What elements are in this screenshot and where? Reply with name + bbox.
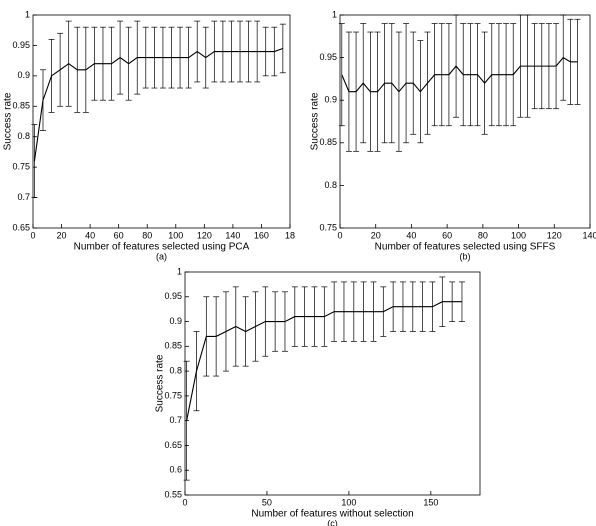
y-tick-label: 0.75 xyxy=(12,162,30,172)
y-axis-label: Success rate xyxy=(155,354,166,412)
x-tick-label: 80 xyxy=(142,230,152,240)
x-tick-label: 120 xyxy=(547,230,562,240)
y-tick-label: 0.95 xyxy=(12,40,30,50)
y-tick-label: 1 xyxy=(332,9,337,19)
plot-area xyxy=(184,271,481,496)
x-tick-label: 140 xyxy=(225,230,240,240)
plot-area xyxy=(339,14,591,229)
y-tick-label: 0.55 xyxy=(164,489,182,499)
caption: (b) xyxy=(460,251,471,261)
y-tick-label: 0.75 xyxy=(319,222,337,232)
y-tick-label: 0.75 xyxy=(164,390,182,400)
y-tick-label: 0.65 xyxy=(12,222,30,232)
x-axis-label: Number of features selected using PCA xyxy=(74,242,250,253)
y-tick-label: 0.7 xyxy=(169,415,182,425)
x-tick-label: 50 xyxy=(262,497,272,507)
x-tick-label: 20 xyxy=(57,230,67,240)
y-tick-label: 0.8 xyxy=(324,180,337,190)
mean-line xyxy=(341,56,578,93)
x-tick-label: 80 xyxy=(478,230,488,240)
y-tick-label: 0.85 xyxy=(319,137,337,147)
x-tick-label: 60 xyxy=(442,230,452,240)
y-tick-label: 1 xyxy=(177,266,182,276)
x-tick-label: 0 xyxy=(337,230,342,240)
y-axis-label: Success rate xyxy=(3,92,14,150)
y-tick-label: 0.65 xyxy=(164,440,182,450)
y-tick-label: 0.95 xyxy=(319,52,337,62)
x-tick-label: 60 xyxy=(114,230,124,240)
x-tick-label: 100 xyxy=(341,497,356,507)
x-tick-label: 0 xyxy=(182,497,187,507)
y-tick-label: 0.9 xyxy=(169,316,182,326)
x-tick-label: 18 xyxy=(285,230,295,240)
x-tick-label: 20 xyxy=(371,230,381,240)
x-tick-label: 40 xyxy=(85,230,95,240)
caption: (c) xyxy=(327,518,338,526)
y-tick-label: 0.9 xyxy=(324,95,337,105)
y-tick-label: 0.9 xyxy=(17,70,30,80)
x-tick-label: 100 xyxy=(511,230,526,240)
x-tick-label: 150 xyxy=(423,497,438,507)
x-tick-label: 0 xyxy=(30,230,35,240)
x-axis-label: Number of features without selection xyxy=(251,509,413,520)
mean-line xyxy=(33,47,284,162)
x-axis-label: Number of features selected using SFFS xyxy=(375,242,556,253)
y-tick-label: 0.8 xyxy=(169,365,182,375)
y-tick-label: 0.95 xyxy=(164,291,182,301)
caption: (a) xyxy=(156,251,167,261)
x-tick-label: 120 xyxy=(197,230,212,240)
y-tick-label: 0.85 xyxy=(12,101,30,111)
error-bar xyxy=(183,360,190,481)
plot-area xyxy=(32,14,291,229)
y-tick-label: 0.85 xyxy=(164,341,182,351)
y-tick-label: 1 xyxy=(25,9,30,19)
y-tick-label: 0.7 xyxy=(17,192,30,202)
x-tick-label: 160 xyxy=(254,230,269,240)
x-tick-label: 40 xyxy=(406,230,416,240)
mean-line xyxy=(186,301,462,421)
x-tick-label: 100 xyxy=(168,230,183,240)
y-tick-label: 0.6 xyxy=(169,465,182,475)
y-tick-label: 0.8 xyxy=(17,131,30,141)
y-axis-label: Success rate xyxy=(310,92,321,150)
x-tick-label: 140 xyxy=(582,230,596,240)
